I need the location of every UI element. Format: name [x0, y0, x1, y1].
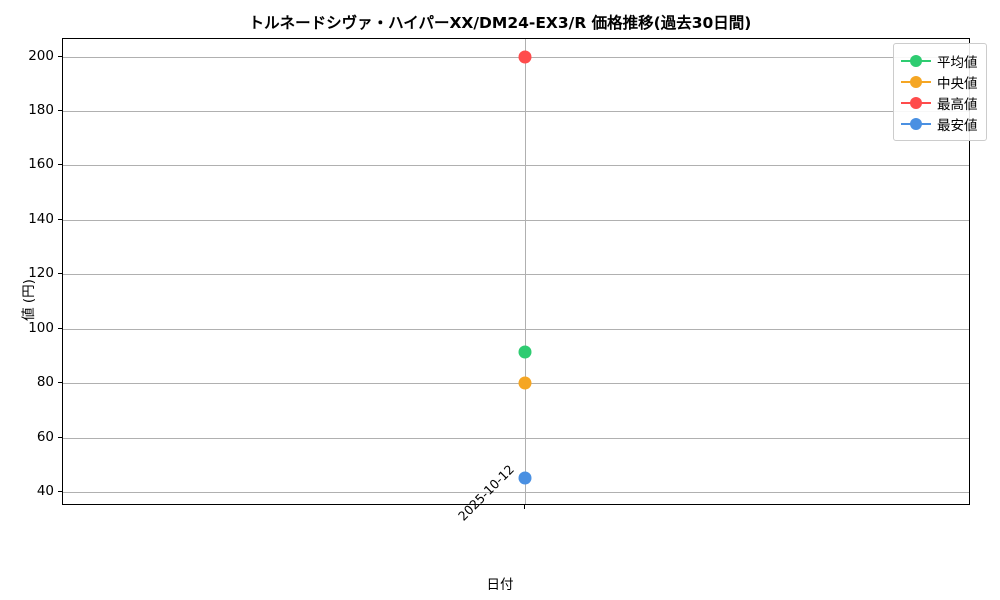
- data-point-median[interactable]: [518, 376, 532, 390]
- x-axis-label: 日付: [486, 577, 514, 593]
- y-tick-label-80: 80: [36, 374, 54, 390]
- y-tick-label-60: 60: [36, 429, 54, 445]
- legend-marker-icon: [901, 54, 931, 67]
- y-tick-label-180: 180: [28, 102, 54, 118]
- y-tick-mark: [58, 328, 62, 330]
- data-point-max[interactable]: [518, 50, 532, 64]
- y-tick-mark: [58, 273, 62, 275]
- legend-item-mean[interactable]: 平均値: [901, 50, 978, 71]
- data-point-mean[interactable]: [518, 345, 532, 359]
- plot-area: [62, 38, 970, 505]
- legend-item-median[interactable]: 中央値: [901, 71, 978, 92]
- gridline-horizontal: [63, 492, 969, 493]
- y-tick-mark: [58, 110, 62, 112]
- y-axis-label: 値 (円): [20, 279, 37, 321]
- data-point-min[interactable]: [518, 471, 532, 485]
- page-title: トルネードシヴァ・ハイパーXX/DM24-EX3/R 価格推移(過去30日間): [248, 14, 752, 32]
- legend-label: 平均値: [937, 54, 978, 71]
- y-tick-label-40: 40: [36, 483, 54, 499]
- x-tick-mark: [524, 505, 526, 509]
- y-tick-label-200: 200: [28, 48, 54, 64]
- y-tick-mark: [58, 491, 62, 493]
- gridline-vertical: [525, 39, 526, 504]
- gridline-horizontal: [63, 274, 969, 275]
- legend-marker-icon: [901, 117, 931, 130]
- chart-legend[interactable]: 平均値 中央値 最高値 最安値: [893, 43, 987, 141]
- gridline-horizontal: [63, 438, 969, 439]
- legend-label: 最高値: [937, 96, 978, 113]
- legend-marker-icon: [901, 75, 931, 88]
- legend-label: 最安値: [937, 117, 978, 134]
- gridline-horizontal: [63, 329, 969, 330]
- y-tick-label-140: 140: [28, 211, 54, 227]
- gridline-horizontal: [63, 220, 969, 221]
- gridline-horizontal: [63, 165, 969, 166]
- gridline-horizontal: [63, 383, 969, 384]
- y-tick-mark: [58, 382, 62, 384]
- y-tick-label-120: 120: [28, 265, 54, 281]
- y-tick-mark: [58, 56, 62, 58]
- legend-marker-icon: [901, 96, 931, 109]
- y-tick-mark: [58, 437, 62, 439]
- legend-item-max[interactable]: 最高値: [901, 92, 978, 113]
- y-tick-label-100: 100: [28, 320, 54, 336]
- legend-item-min[interactable]: 最安値: [901, 113, 978, 134]
- legend-label: 中央値: [937, 75, 978, 92]
- y-tick-mark: [58, 164, 62, 166]
- gridline-horizontal: [63, 57, 969, 58]
- y-tick-label-160: 160: [28, 156, 54, 172]
- y-tick-mark: [58, 219, 62, 221]
- gridline-horizontal: [63, 111, 969, 112]
